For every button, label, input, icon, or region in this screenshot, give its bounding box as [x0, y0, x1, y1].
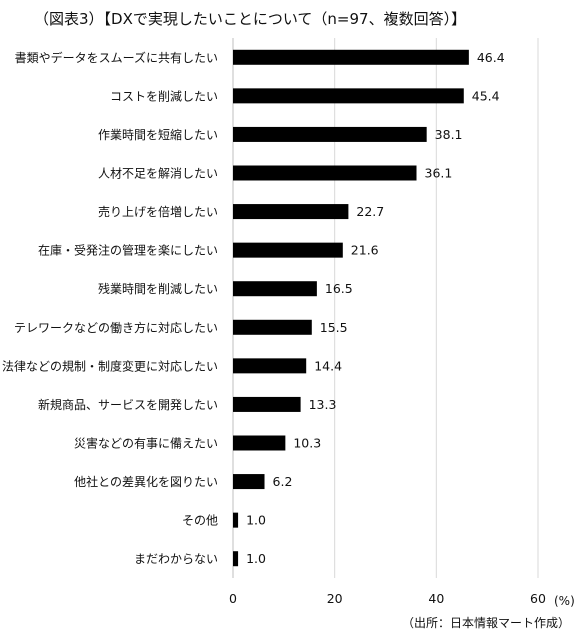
- category-label: 法律などの規制・制度変更に対応したい: [2, 358, 218, 373]
- category-label: 人材不足を解消したい: [98, 167, 218, 181]
- bar: [233, 49, 469, 65]
- category-label: 作業時間を短縮したい: [98, 127, 218, 142]
- category-label: 災害などの有事に備えたい: [74, 436, 218, 451]
- data-label: 6.2: [273, 474, 293, 489]
- category-label: 売り上げを倍増したい: [98, 204, 218, 219]
- category-label: その他: [182, 514, 218, 528]
- data-label: 10.3: [293, 436, 321, 451]
- data-label: 16.5: [325, 281, 353, 296]
- bar: [233, 165, 417, 181]
- category-label: 書類やデータをスムーズに共有したい: [15, 50, 218, 65]
- x-tick-label: 60: [530, 591, 546, 606]
- data-label: 45.4: [472, 88, 500, 103]
- bar: [233, 281, 317, 297]
- bar: [233, 512, 239, 528]
- data-label: 1.0: [246, 513, 266, 528]
- bar: [233, 474, 265, 490]
- bar: [233, 435, 286, 451]
- axis-unit-label: (%): [554, 594, 575, 608]
- x-tick-label: 20: [327, 591, 343, 606]
- data-label: 13.3: [309, 397, 337, 412]
- source-note: （出所：日本情報マート作成）: [401, 616, 570, 630]
- category-label: コストを削減したい: [110, 88, 218, 103]
- bar: [233, 126, 427, 142]
- category-label: テレワークなどの働き方に対応したい: [14, 320, 218, 335]
- x-tick-label: 0: [229, 591, 237, 606]
- data-label: 46.4: [477, 50, 505, 65]
- category-label: 在庫・受発注の管理を楽にしたい: [38, 243, 218, 258]
- category-label: 他社との差異化を図りたい: [74, 474, 218, 489]
- bar: [233, 88, 464, 104]
- bar: [233, 204, 349, 220]
- bar: [233, 396, 301, 412]
- bar: [233, 242, 343, 258]
- bar: [233, 551, 239, 567]
- data-label: 22.7: [356, 204, 384, 219]
- bar: [233, 358, 307, 374]
- data-label: 21.6: [351, 243, 379, 258]
- category-label: 新規商品、サービスを開発したい: [38, 397, 218, 412]
- data-label: 15.5: [320, 320, 348, 335]
- data-label: 38.1: [435, 127, 463, 142]
- data-label: 14.4: [314, 358, 342, 373]
- data-label: 1.0: [246, 551, 266, 566]
- category-label: 残業時間を削減したい: [98, 281, 218, 296]
- data-label: 36.1: [425, 166, 453, 181]
- x-tick-label: 40: [428, 591, 444, 606]
- category-label: まだわからない: [134, 552, 218, 566]
- chart-title: （図表3）【DXで実現したいことについて（n=97、複数回答）】: [34, 10, 467, 28]
- bar: [233, 319, 312, 335]
